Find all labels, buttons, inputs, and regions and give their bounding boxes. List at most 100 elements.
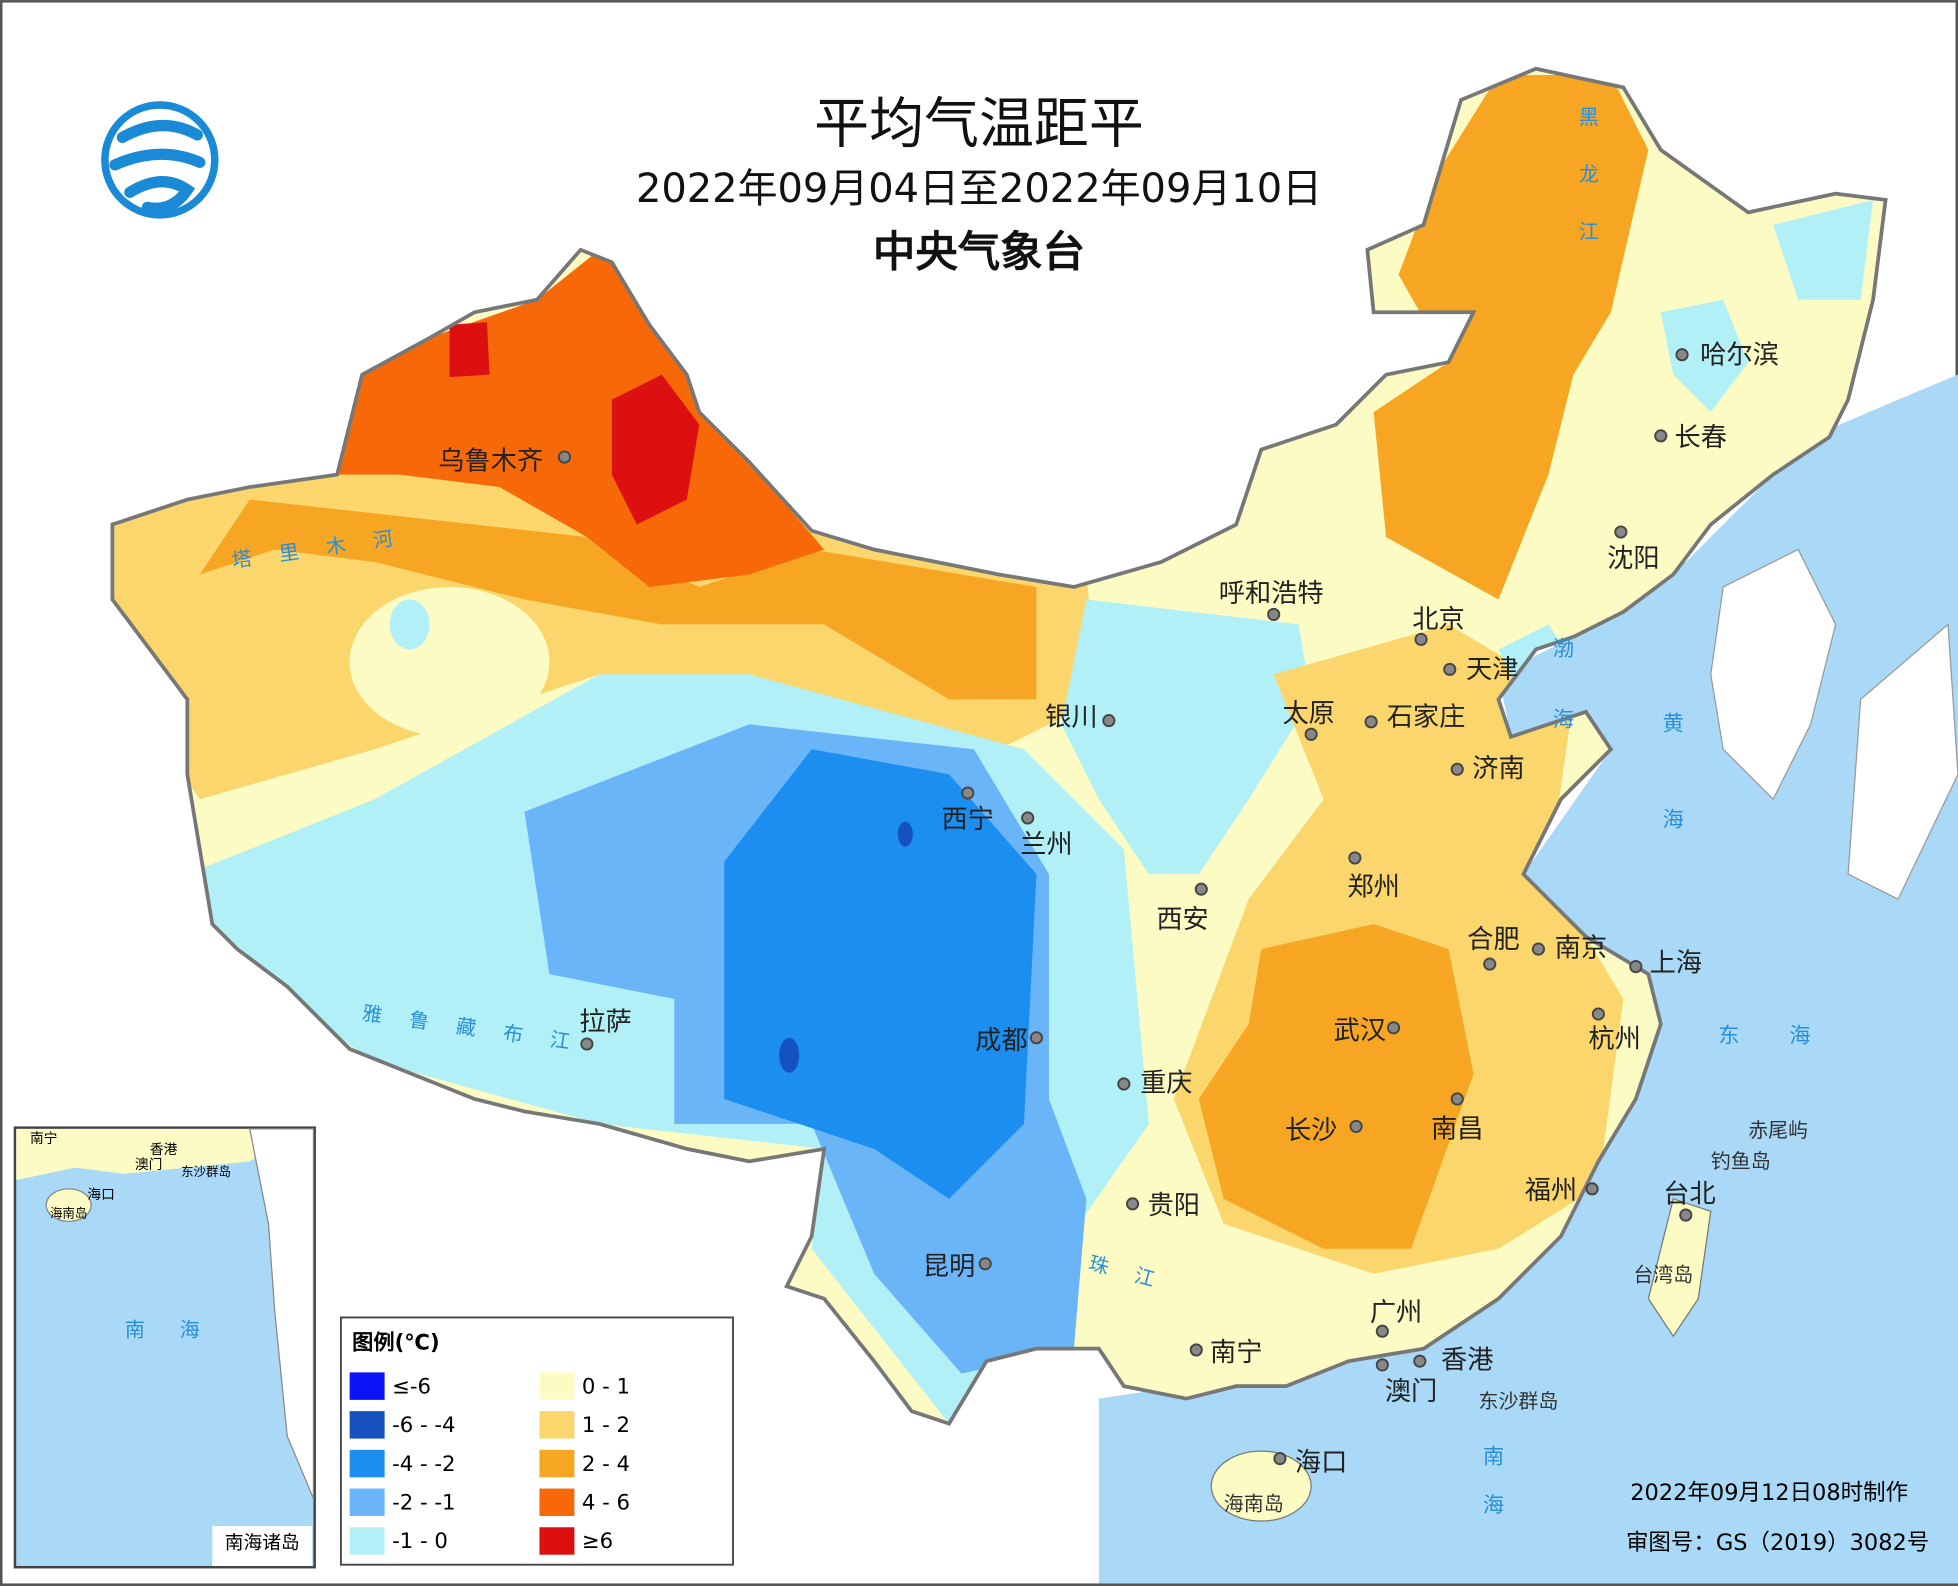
city-dot: [1021, 811, 1035, 825]
city-label: 贵阳: [1148, 1191, 1200, 1221]
legend-swatch: [349, 1527, 385, 1555]
anomaly-area: [449, 322, 490, 378]
island-label: 钓鱼岛: [1711, 1149, 1771, 1173]
city-dot: [1364, 715, 1378, 729]
anomaly-area: [1373, 74, 1649, 600]
city-dot: [1414, 632, 1428, 646]
city-dot: [1117, 1077, 1131, 1091]
hainan: [1210, 1450, 1312, 1522]
city-dot: [1585, 1182, 1599, 1196]
anomaly-area: [611, 374, 700, 525]
city-label: 武汉: [1334, 1016, 1386, 1046]
anomaly-area: [724, 749, 1037, 1199]
city-label: 上海: [1650, 949, 1702, 979]
city-label: 广州: [1370, 1298, 1422, 1328]
title: 平均气温距平: [814, 92, 1144, 156]
island-label: 东沙群岛: [1478, 1389, 1558, 1413]
legend-swatch: [349, 1372, 385, 1400]
inset-label: 南宁: [30, 1130, 57, 1147]
legend-swatch: [349, 1449, 385, 1478]
legend-label: 2 - 4: [582, 1452, 630, 1477]
city-dot: [1614, 525, 1628, 539]
anomaly-area: [897, 821, 913, 847]
city-label: 南宁: [1210, 1338, 1262, 1368]
city-dot: [961, 786, 975, 800]
subtitle: 2022年09月04日至2022年09月10日: [636, 166, 1322, 212]
city-dot: [1273, 1452, 1287, 1466]
anomaly-area: [779, 1037, 800, 1073]
city-dot: [1483, 957, 1497, 971]
city-label: 重庆: [1140, 1068, 1192, 1098]
legend-label: 4 - 6: [582, 1491, 630, 1516]
city-label: 兰州: [1020, 830, 1072, 860]
city-label: 郑州: [1347, 872, 1399, 902]
island-label: 海南岛: [1224, 1491, 1284, 1515]
city-label: 西宁: [942, 805, 994, 835]
legend-label: -2 - -1: [392, 1491, 455, 1516]
legend-swatch: [539, 1449, 575, 1478]
city-label: 太原: [1282, 699, 1334, 729]
city-dot: [1450, 1092, 1464, 1106]
city-label: 台北: [1663, 1180, 1715, 1210]
city-dot: [1304, 727, 1318, 741]
city-dot: [1591, 1007, 1605, 1021]
city-dot: [978, 1257, 992, 1271]
footer-approval: 审图号：GS（2019）3082号: [1626, 1530, 1929, 1556]
japan-land: [1847, 623, 1958, 900]
legend-swatch: [539, 1411, 575, 1439]
legend-box: [339, 1316, 734, 1566]
taiwan: [1647, 1198, 1712, 1338]
islands-shapes: [1210, 1198, 1712, 1522]
river-label: 黑龙江: [1575, 106, 1599, 278]
agency: 中央气象台: [873, 228, 1085, 277]
city-label: 乌鲁木齐: [438, 447, 543, 477]
sea-label: 渤海: [1549, 637, 1574, 780]
legend-swatch: [349, 1411, 385, 1439]
legend-title: 图例(℃): [352, 1331, 440, 1356]
anomaly-area: [1660, 299, 1749, 413]
city-dot: [1679, 1208, 1693, 1222]
city-label: 海口: [1295, 1448, 1347, 1478]
anomaly-area: [199, 499, 1037, 700]
legend-swatch: [349, 1488, 385, 1517]
city-label: 北京: [1412, 605, 1464, 635]
sea-label: 南海: [1479, 1445, 1504, 1543]
city-dot: [1126, 1197, 1140, 1211]
inset-label: 海南岛: [50, 1205, 87, 1220]
legend-swatch: [539, 1488, 575, 1517]
legend-label: ≥6: [582, 1529, 613, 1554]
city-label: 西安: [1156, 905, 1208, 935]
city-label: 合肥: [1467, 925, 1519, 955]
city-dot: [1413, 1354, 1427, 1368]
legend-label: 1 - 2: [582, 1413, 630, 1438]
city-label: 拉萨: [579, 1007, 631, 1037]
inset-label: 澳门: [135, 1157, 162, 1173]
inset-title: 南海诸岛: [225, 1533, 300, 1554]
city-dot: [1102, 714, 1116, 728]
city-dot: [1349, 1119, 1363, 1133]
city-dot: [1029, 1031, 1043, 1045]
city-label: 澳门: [1385, 1377, 1437, 1407]
anomaly-area: [349, 586, 550, 737]
legend-label: 0 - 1: [582, 1374, 630, 1399]
inset-map: 南宁 香港 澳门 东沙群岛 海口 海南岛 南海 南海诸岛: [13, 1126, 316, 1569]
sea-label: 黄海: [1659, 712, 1684, 905]
anomaly-area: [1061, 599, 1312, 875]
city-label: 南昌: [1431, 1115, 1483, 1145]
city-label: 长沙: [1285, 1116, 1337, 1146]
island-label: 赤尾屿: [1748, 1118, 1808, 1142]
city-label: 哈尔滨: [1700, 340, 1779, 370]
city-dot: [557, 450, 571, 464]
legend-label: -6 - -4: [392, 1413, 455, 1438]
city-dot: [580, 1037, 594, 1051]
anomaly-area: [1198, 924, 1474, 1249]
city-dot: [1375, 1324, 1389, 1338]
legend: 图例(℃) ≤-6 -6 - -4 -4 - -2 -2 - -1 -1 - 0 0 - …: [339, 1316, 734, 1566]
city-label: 福州: [1525, 1176, 1577, 1206]
city-dot: [1450, 762, 1464, 776]
city-dot: [1629, 960, 1643, 974]
city-label: 沈阳: [1607, 544, 1659, 574]
